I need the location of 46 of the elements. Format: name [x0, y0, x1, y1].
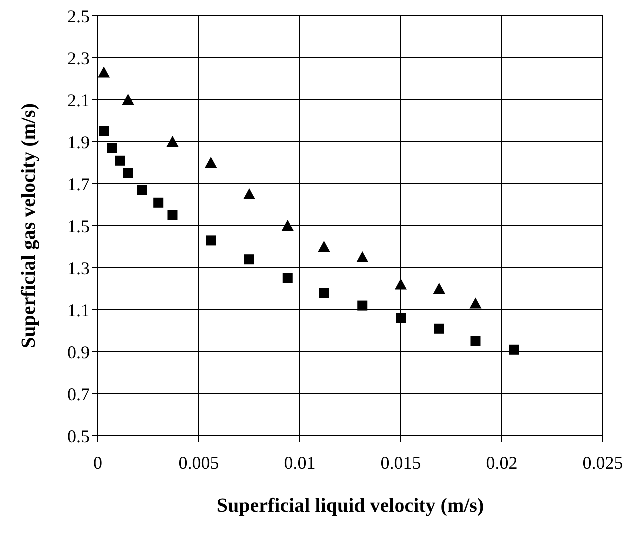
point	[168, 210, 178, 220]
point	[205, 157, 218, 168]
point	[244, 254, 254, 265]
y-tick-label: 2.3	[68, 48, 90, 68]
point	[509, 344, 520, 355]
point	[98, 66, 110, 78]
x-tick-label: 0.005	[178, 452, 220, 473]
point	[396, 313, 406, 324]
y-tick-label: 0.7	[68, 384, 90, 404]
point	[395, 278, 407, 290]
point	[206, 236, 216, 246]
point	[122, 94, 134, 105]
point	[282, 220, 294, 231]
point	[244, 188, 256, 200]
point	[107, 143, 118, 154]
point	[115, 156, 126, 166]
x-tick-label: 0.015	[380, 452, 422, 473]
point	[123, 168, 134, 178]
x-axis-title: Superficial liquid velocity (m/s)	[216, 495, 484, 517]
point	[318, 241, 330, 252]
point	[470, 298, 482, 309]
point	[434, 324, 444, 334]
y-tick-label: 1.3	[68, 258, 90, 278]
point	[137, 185, 148, 196]
y-tick-label: 0.9	[68, 342, 90, 362]
point	[433, 283, 446, 294]
y-tick-label: 0.5	[68, 426, 90, 446]
point	[282, 274, 293, 284]
point	[99, 126, 110, 136]
y-tick-label: 1.1	[68, 300, 90, 320]
point	[166, 136, 179, 147]
x-tick-label: 0.02	[486, 452, 518, 473]
point	[356, 252, 369, 262]
y-tick-label: 1.7	[68, 174, 90, 194]
x-tick-label: 0.01	[284, 452, 316, 473]
x-tick-label: 0.025	[582, 452, 624, 473]
y-axis-title: Superficial gas velocity (m/s)	[18, 104, 40, 348]
y-tick-label: 2.1	[68, 90, 90, 110]
point	[470, 336, 481, 346]
y-tick-label: 2.5	[68, 6, 90, 26]
y-tick-label: 1.9	[68, 132, 90, 152]
point	[154, 198, 164, 208]
point	[319, 288, 330, 298]
x-tick-label: 0	[94, 452, 102, 473]
point	[358, 300, 368, 311]
y-tick-label: 1.5	[68, 216, 90, 236]
